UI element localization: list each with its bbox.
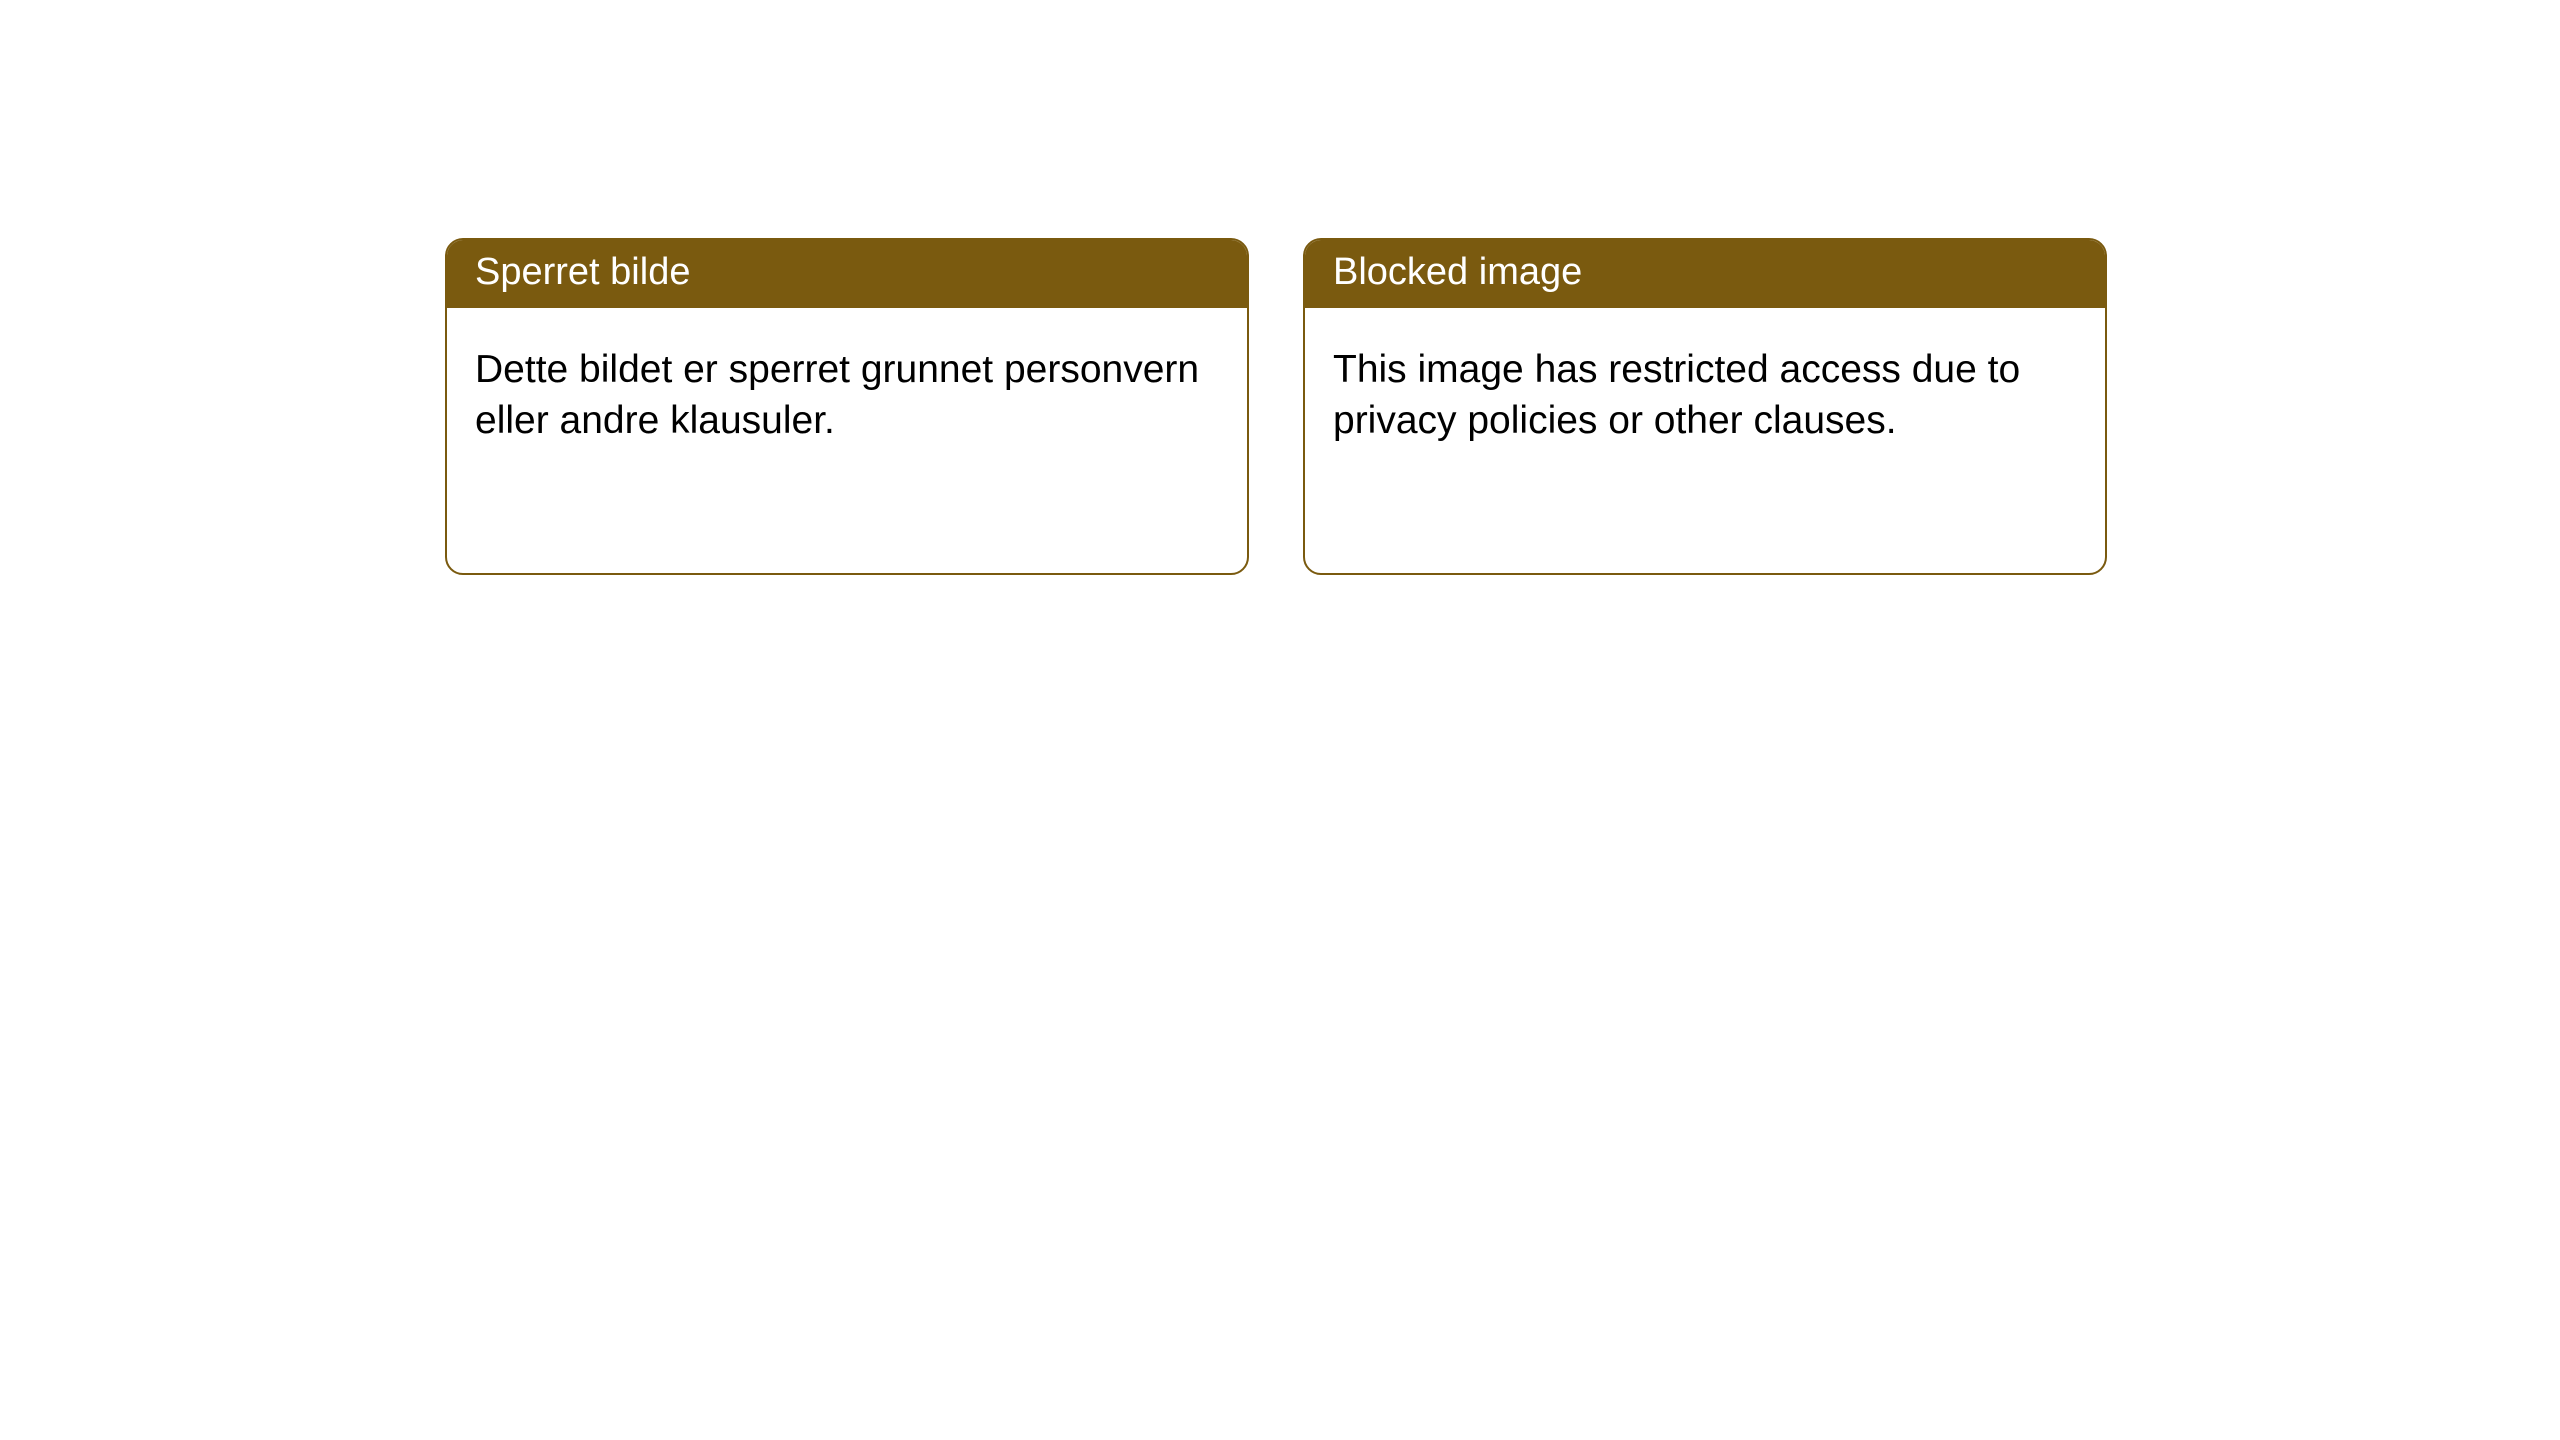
card-header: Blocked image [1305, 240, 2105, 308]
notice-card-norwegian: Sperret bilde Dette bildet er sperret gr… [445, 238, 1249, 575]
card-header: Sperret bilde [447, 240, 1247, 308]
card-body-text: This image has restricted access due to … [1333, 348, 2020, 443]
notice-container: Sperret bilde Dette bildet er sperret gr… [445, 238, 2107, 575]
card-body-text: Dette bildet er sperret grunnet personve… [475, 348, 1199, 443]
notice-card-english: Blocked image This image has restricted … [1303, 238, 2107, 575]
card-body: This image has restricted access due to … [1305, 308, 2105, 484]
card-title: Blocked image [1333, 251, 1582, 293]
card-body: Dette bildet er sperret grunnet personve… [447, 308, 1247, 484]
card-title: Sperret bilde [475, 251, 690, 293]
